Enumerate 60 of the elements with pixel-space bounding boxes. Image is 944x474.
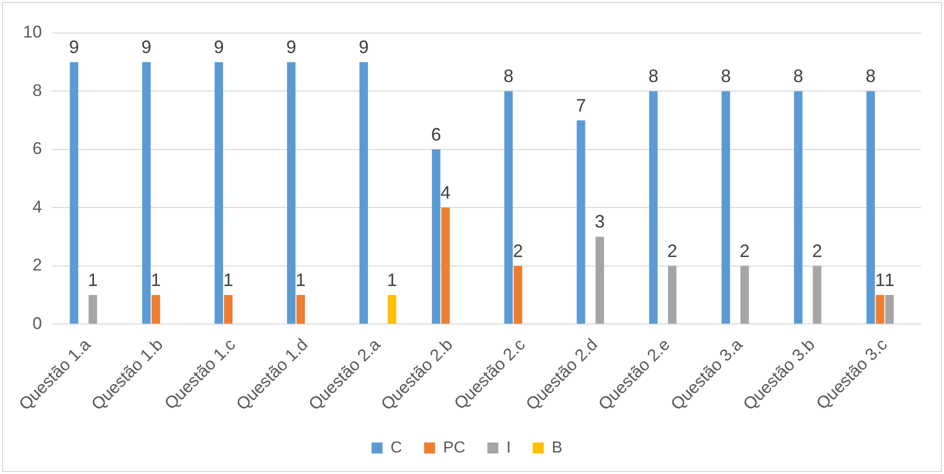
legend-label: B bbox=[552, 439, 562, 456]
data-label: 2 bbox=[812, 240, 822, 261]
y-tick-label: 0 bbox=[32, 314, 42, 333]
bar bbox=[142, 62, 151, 324]
data-label: 2 bbox=[512, 240, 523, 261]
y-tick-label: 2 bbox=[32, 256, 42, 275]
data-label: 1 bbox=[223, 270, 234, 290]
data-label: 3 bbox=[594, 212, 605, 232]
bar bbox=[885, 294, 894, 324]
bar bbox=[794, 91, 802, 324]
bar bbox=[359, 62, 368, 324]
bar bbox=[388, 294, 396, 324]
data-label: 2 bbox=[740, 240, 750, 261]
data-label: 8 bbox=[793, 66, 804, 86]
bar bbox=[722, 91, 730, 324]
data-label: 1 bbox=[386, 270, 397, 290]
bar bbox=[668, 266, 676, 324]
bar bbox=[152, 294, 160, 324]
bar bbox=[432, 149, 440, 324]
bar bbox=[214, 62, 224, 324]
data-label: 9 bbox=[286, 37, 296, 58]
data-label: 6 bbox=[431, 124, 442, 144]
bar bbox=[866, 91, 875, 324]
bar bbox=[504, 91, 513, 324]
bar bbox=[596, 236, 604, 324]
data-label: 8 bbox=[866, 66, 876, 86]
legend-label: PC bbox=[443, 439, 466, 456]
bar bbox=[812, 266, 822, 324]
legend-label: C bbox=[390, 439, 402, 456]
data-label: 9 bbox=[68, 37, 80, 58]
data-label: 9 bbox=[141, 37, 152, 58]
data-label: 7 bbox=[576, 95, 586, 116]
data-label: 1 bbox=[150, 270, 161, 290]
y-tick-label: 6 bbox=[32, 139, 42, 158]
data-label: 4 bbox=[440, 182, 451, 203]
data-label: 8 bbox=[648, 66, 658, 86]
data-label: 1 bbox=[88, 270, 98, 290]
y-tick-label: 8 bbox=[32, 80, 42, 100]
bar bbox=[649, 91, 658, 324]
bar bbox=[514, 266, 522, 324]
data-label: 9 bbox=[214, 37, 224, 58]
bar bbox=[287, 62, 296, 324]
bar bbox=[740, 266, 749, 324]
bar bbox=[876, 294, 884, 324]
data-label: 1 bbox=[884, 270, 895, 290]
y-tick-label: 4 bbox=[32, 197, 42, 216]
bar bbox=[296, 294, 305, 324]
data-label: 1 bbox=[875, 270, 886, 290]
data-label: 9 bbox=[358, 37, 369, 58]
data-label: 2 bbox=[667, 240, 678, 261]
bar bbox=[441, 208, 450, 324]
data-label: 1 bbox=[296, 270, 306, 290]
bar bbox=[70, 62, 78, 324]
bar bbox=[88, 294, 98, 324]
legend-label: I bbox=[506, 439, 511, 456]
bar bbox=[224, 294, 232, 324]
y-tick-label: 10 bbox=[22, 22, 42, 42]
bar bbox=[576, 120, 586, 324]
data-label: 8 bbox=[504, 66, 514, 86]
data-label: 8 bbox=[720, 66, 731, 86]
